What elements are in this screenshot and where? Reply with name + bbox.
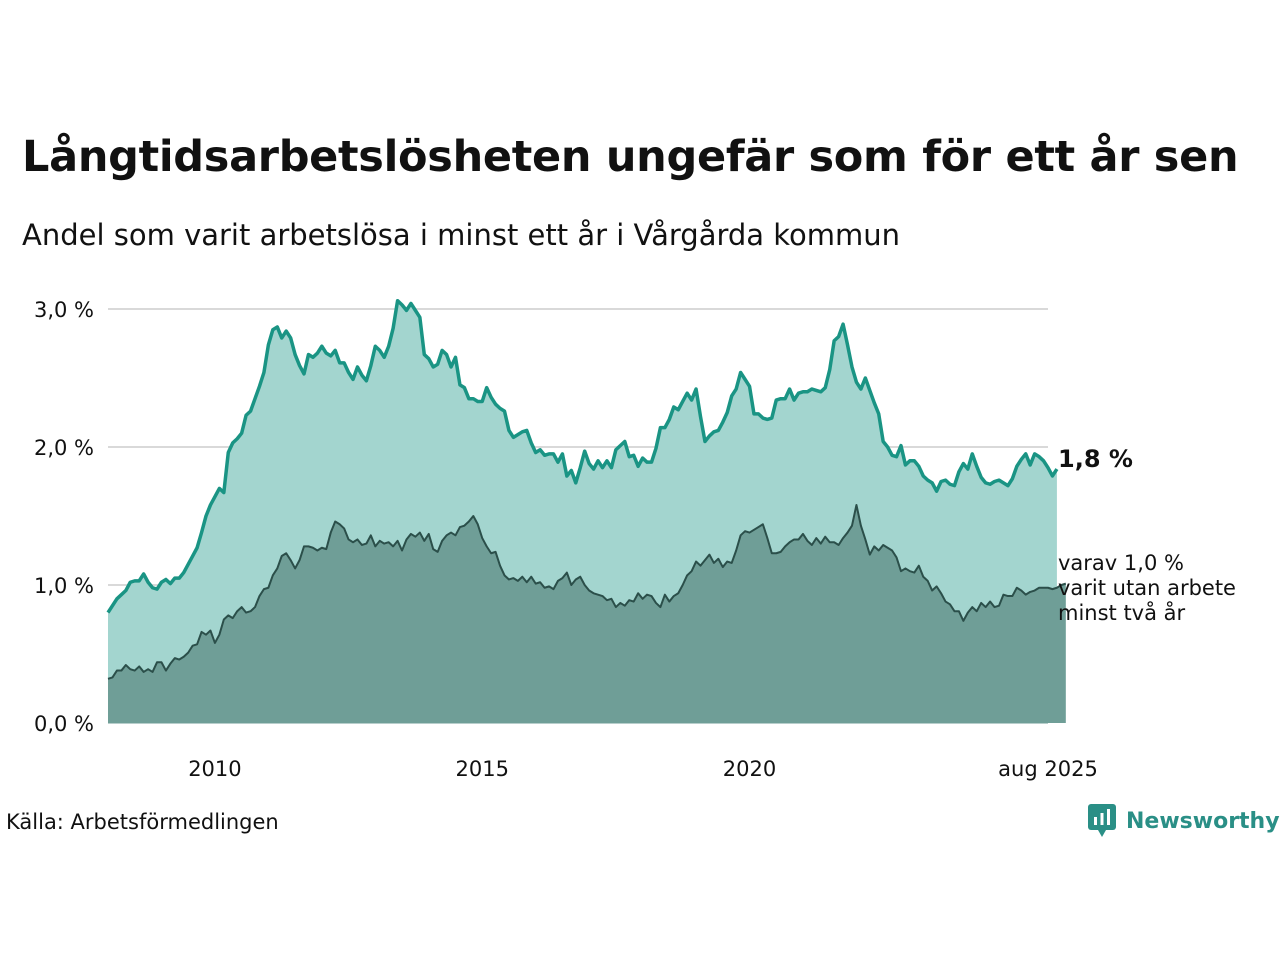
- axis-labels: 0,0 % 1,0 % 2,0 % 3,0 % 2010 2015 2020 aug 2025: [34, 298, 1098, 781]
- end-label-two-years: minst två år: [1058, 600, 1186, 625]
- end-label-two-years: varit utan arbete: [1058, 576, 1236, 600]
- chart-title: Långtidsarbetslösheten ungefär som för e…: [22, 132, 1239, 182]
- x-tick-label: aug 2025: [998, 757, 1098, 781]
- x-tick-label: 2015: [455, 757, 508, 781]
- y-tick-label: 1,0 %: [34, 574, 94, 598]
- chart-subtitle: Andel som varit arbetslösa i minst ett å…: [22, 218, 901, 252]
- areas: [106, 298, 1067, 723]
- end-label-total: 1,8 %: [1058, 445, 1133, 473]
- x-tick-label: 2010: [188, 757, 241, 781]
- x-tick-label: 2020: [723, 757, 776, 781]
- y-tick-label: 3,0 %: [34, 298, 94, 322]
- newsworthy-icon: [1088, 804, 1116, 837]
- line-two_years: [107, 503, 1067, 680]
- area-two_years: [108, 504, 1066, 723]
- end-label-two-years: varav 1,0 %: [1058, 551, 1184, 575]
- brand-logo[interactable]: Newsworthy: [1088, 804, 1280, 838]
- y-tick-label: 2,0 %: [34, 436, 94, 460]
- brand-name: Newsworthy: [1126, 808, 1280, 834]
- y-tick-label: 0,0 %: [34, 712, 94, 736]
- source-note: Källa: Arbetsförmedlingen: [6, 810, 279, 834]
- line-total: [106, 298, 1059, 614]
